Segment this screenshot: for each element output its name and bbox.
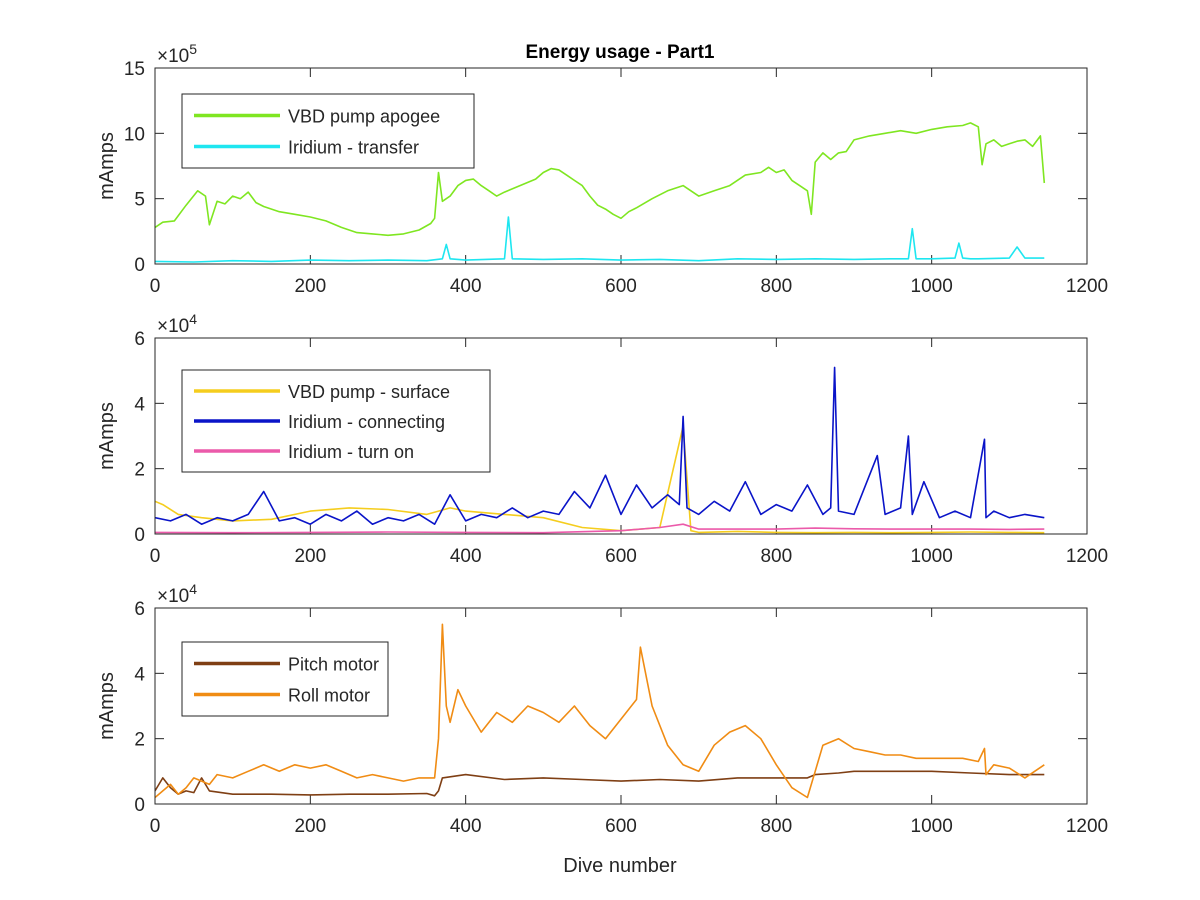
legend-box — [181, 93, 475, 169]
subplot-1: 0 200 400 600 800 1000 1200051015×105mAmpsVBD … — [96, 41, 1108, 297]
x-tick-label: 800 — [760, 276, 792, 297]
x-tick-label: 1000 — [911, 816, 953, 837]
y-tick-label: 2 — [134, 460, 145, 481]
x-tick-label: 400 — [450, 546, 482, 567]
x-tick-label: 1200 — [1066, 276, 1108, 297]
figure-title: Energy usage - Part1 — [525, 42, 714, 63]
y-tick-label: 6 — [134, 329, 145, 350]
y-axis-label: mAmps — [96, 402, 118, 470]
series-line-iridium-turn-on — [155, 523, 1045, 534]
x-tick-label: 600 — [605, 546, 637, 567]
series-line-vbd-pump-surface — [155, 425, 1045, 534]
series-line-iridium-connecting — [155, 366, 1045, 526]
y-tick-label: 2 — [134, 730, 145, 751]
x-tick-label: 600 — [605, 276, 637, 297]
y-exponent-value: 4 — [189, 311, 197, 327]
axes-frame — [154, 607, 1088, 805]
x-tick-label: 200 — [294, 276, 326, 297]
y-exponent-value: 5 — [189, 41, 197, 57]
axes-frame — [154, 67, 1088, 265]
y-axis-label: mAmps — [96, 132, 118, 200]
y-tick-label: 0 — [134, 795, 145, 816]
series-line-iridium-transfer — [155, 216, 1045, 263]
y-axis-label: mAmps — [96, 672, 118, 740]
x-tick-label: 0 — [150, 816, 161, 837]
x-tick-label: 200 — [294, 816, 326, 837]
legend-label: VBD pump - surface — [288, 382, 450, 402]
legend-box — [181, 641, 389, 717]
x-tick-label: 1000 — [911, 276, 953, 297]
x-tick-label: 800 — [760, 816, 792, 837]
x-tick-label: 200 — [294, 546, 326, 567]
legend-label: Roll motor — [288, 686, 370, 706]
series-line-roll-motor — [155, 623, 1045, 799]
x-tick-label: 600 — [605, 816, 637, 837]
subplots: 0 200 400 600 800 1000 1200051015×105mAmpsVBD … — [96, 41, 1108, 837]
legend-label: VBD pump apogee — [288, 107, 440, 127]
x-tick-label: 0 — [150, 546, 161, 567]
x-tick-label: 1200 — [1066, 816, 1108, 837]
y-tick-label: 4 — [134, 394, 145, 415]
legend-label: Iridium - turn on — [288, 442, 414, 462]
legend-label: Pitch motor — [288, 655, 379, 675]
y-tick-label: 5 — [134, 190, 145, 211]
y-tick-label: 4 — [134, 664, 145, 685]
x-tick-label: 800 — [760, 546, 792, 567]
axes-frame — [154, 337, 1088, 535]
legend-label: Iridium - transfer — [288, 138, 419, 158]
y-tick-label: 10 — [124, 124, 145, 145]
y-tick-label: 0 — [134, 255, 145, 276]
y-exponent-value: 4 — [189, 581, 197, 597]
y-tick-label: 0 — [134, 525, 145, 546]
series-line-pitch-motor — [155, 770, 1045, 797]
y-tick-label: 6 — [134, 599, 145, 620]
x-tick-label: 1200 — [1066, 546, 1108, 567]
x-tick-label: 1000 — [911, 546, 953, 567]
x-tick-label: 0 — [150, 276, 161, 297]
legend-label: Iridium - connecting — [288, 412, 445, 432]
x-tick-label: 400 — [450, 276, 482, 297]
x-tick-label: 400 — [450, 816, 482, 837]
y-tick-label: 15 — [124, 59, 145, 80]
series-line-vbd-pump-apogee — [155, 122, 1046, 237]
x-axis-label: Dive number — [563, 855, 677, 877]
subplot-3: 0 200 400 600 800 1000 12000246×104mAmpsPitch … — [96, 581, 1108, 837]
